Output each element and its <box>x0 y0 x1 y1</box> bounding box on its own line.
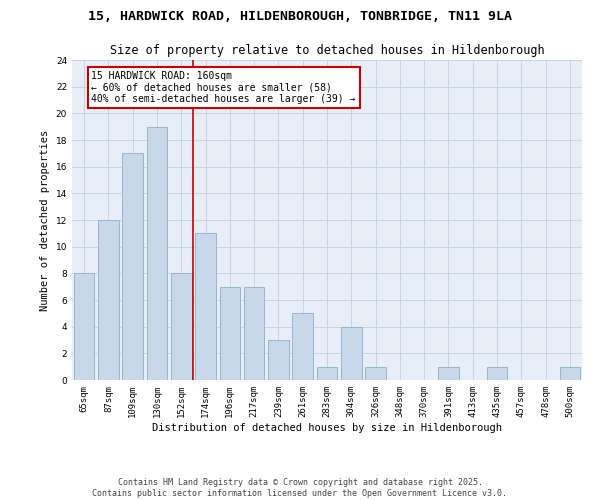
Bar <box>122 154 143 380</box>
Bar <box>98 220 119 380</box>
Text: 15 HARDWICK ROAD: 160sqm
← 60% of detached houses are smaller (58)
40% of semi-d: 15 HARDWICK ROAD: 160sqm ← 60% of detach… <box>91 70 356 104</box>
Bar <box>146 126 167 380</box>
Bar <box>195 234 216 380</box>
Bar <box>438 366 459 380</box>
Bar <box>220 286 240 380</box>
Text: 15, HARDWICK ROAD, HILDENBOROUGH, TONBRIDGE, TN11 9LA: 15, HARDWICK ROAD, HILDENBOROUGH, TONBRI… <box>88 10 512 23</box>
Bar <box>487 366 508 380</box>
Bar <box>317 366 337 380</box>
Y-axis label: Number of detached properties: Number of detached properties <box>40 130 50 310</box>
Text: Contains HM Land Registry data © Crown copyright and database right 2025.
Contai: Contains HM Land Registry data © Crown c… <box>92 478 508 498</box>
X-axis label: Distribution of detached houses by size in Hildenborough: Distribution of detached houses by size … <box>152 422 502 432</box>
Bar <box>171 274 191 380</box>
Bar <box>292 314 313 380</box>
Bar <box>560 366 580 380</box>
Bar <box>341 326 362 380</box>
Title: Size of property relative to detached houses in Hildenborough: Size of property relative to detached ho… <box>110 44 544 58</box>
Bar <box>244 286 265 380</box>
Bar <box>74 274 94 380</box>
Bar <box>268 340 289 380</box>
Bar <box>365 366 386 380</box>
